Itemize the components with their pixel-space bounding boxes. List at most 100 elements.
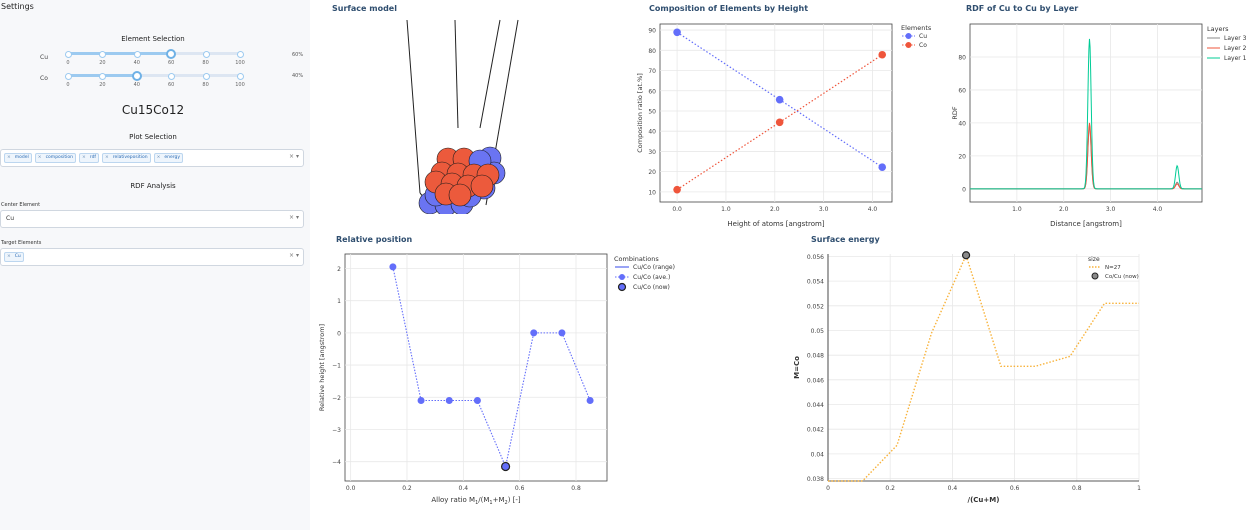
y-tick-label: 40 (958, 120, 966, 127)
y-tick-label: 20 (958, 153, 966, 160)
data-point (673, 185, 681, 194)
cu-slider-label: Cu (40, 54, 48, 61)
selected-tag[interactable]: × composition (34, 153, 77, 163)
slider-fill (68, 52, 172, 55)
x-axis-label-part: +M (493, 496, 505, 504)
chevron-down-icon[interactable]: ▾ (295, 153, 299, 160)
y-tick-label: −1 (332, 363, 341, 370)
legend-title: size (1088, 256, 1100, 263)
surface-model-view[interactable] (400, 18, 530, 214)
slider-handle[interactable] (131, 71, 142, 81)
slider-dot (65, 73, 72, 80)
tag-label: relativeposition (112, 155, 148, 160)
data-point (586, 397, 594, 405)
y-tick-label: 70 (648, 68, 656, 75)
surface-model-title: Surface model (332, 4, 397, 13)
x-axis-label: Alloy ratio M1/(M1+M2) [-] (431, 496, 521, 506)
plot-area (828, 254, 1139, 481)
x-tick-label: 3.0 (1106, 206, 1116, 213)
x-tick-label: 0.4 (459, 485, 469, 492)
chevron-down-icon[interactable]: ▾ (295, 214, 299, 221)
tag-label: energy (164, 155, 181, 160)
plot-multiselect[interactable]: × model × composition × rdf × relativeposition ×… (0, 149, 304, 167)
y-tick-label: 60 (648, 88, 656, 95)
y-tick-label: −2 (332, 395, 341, 402)
x-tick-label: 0.4 (948, 485, 958, 492)
remove-tag-icon[interactable]: × (82, 155, 86, 160)
data-point (878, 50, 887, 59)
data-point (775, 118, 784, 127)
legend-title: Elements (901, 24, 932, 32)
selected-tag[interactable]: × energy (153, 153, 184, 163)
formula-display: Cu15Co12 (121, 103, 185, 117)
x-tick-label: 1.0 (1012, 206, 1022, 213)
y-tick-label: −3 (332, 427, 341, 434)
rdf-title: RDF of Cu to Cu by Layer (966, 4, 1079, 13)
slider-tick-label: 40 (133, 60, 140, 66)
plot-selection-heading: Plot Selection (129, 133, 177, 141)
clear-icon[interactable]: × (289, 252, 295, 259)
x-tick-label: 0.6 (1010, 485, 1020, 492)
x-axis-label-part: 1 (489, 500, 492, 506)
clear-icon[interactable]: × (289, 214, 295, 221)
composition-chart[interactable]: 10 20 30 40 50 60 70 80 90 0.0 1.0 2.0 3.0 4.0 Height … (630, 14, 940, 232)
energy-chart[interactable]: 0.038 0.04 0.042 0.044 0.046 0.048 0.05 0.052 0.… (785, 246, 1252, 511)
data-point (558, 329, 566, 337)
y-tick-label: 0.054 (807, 279, 824, 286)
current-point-marker (500, 461, 511, 472)
relpos-title: Relative position (336, 235, 413, 244)
selected-tag[interactable]: × model (4, 153, 32, 163)
target-elements-multiselect[interactable]: × Cu × ▾ (0, 248, 304, 266)
current-point-marker (961, 251, 971, 260)
target-elements-label: Target Elements (1, 240, 42, 246)
slider-tick-label: 60 (168, 82, 175, 88)
y-tick-label: 10 (648, 189, 656, 196)
remove-tag-icon[interactable]: × (7, 254, 11, 259)
legend-label: Layer 3 (1224, 35, 1247, 42)
remove-tag-icon[interactable]: × (105, 155, 109, 160)
data-point (417, 397, 425, 405)
slider-dot (99, 51, 107, 58)
slider-dot (202, 73, 210, 80)
chevron-down-icon[interactable]: ▾ (295, 252, 299, 259)
slider-dot (133, 51, 141, 58)
slider-handle[interactable] (166, 49, 177, 59)
y-tick-label: 2 (337, 266, 341, 273)
co-slider-label: Co (40, 75, 48, 82)
y-tick-label: 0 (337, 330, 341, 337)
settings-title: Settings (1, 2, 34, 11)
slider-tick-label: 100 (235, 60, 245, 66)
selected-tag[interactable]: × rdf (79, 153, 100, 163)
legend-marker (905, 33, 912, 39)
selected-tag[interactable]: × Cu (4, 252, 24, 262)
rdf-series-line (970, 38, 1202, 190)
rdf-chart[interactable]: 0 20 40 60 80 1.0 2.0 3.0 4.0 Distance [angstrom]… (945, 14, 1252, 232)
selected-tag[interactable]: × relativeposition (102, 153, 151, 163)
co-slider[interactable] (65, 71, 244, 81)
settings-sidebar: Settings Element Selection Cu 60% 0 20 40 6… (0, 0, 310, 530)
cu-slider[interactable] (65, 49, 244, 59)
y-axis-label: Composition ratio [at.%] (636, 73, 644, 153)
y-tick-label: 30 (648, 149, 656, 156)
y-tick-label: 20 (648, 169, 656, 176)
data-point (445, 397, 453, 405)
legend-label: Cu (919, 33, 927, 40)
remove-tag-icon[interactable]: × (156, 155, 161, 160)
x-axis-label: Height of atoms [angstrom] (727, 220, 824, 228)
y-tick-label: 80 (648, 48, 656, 55)
legend-title: Layers (1207, 25, 1229, 33)
legend-title: Combinations (614, 255, 659, 263)
legend-label: Layer 2 (1224, 45, 1247, 52)
y-tick-label: −4 (332, 459, 341, 466)
series-line (828, 253, 1139, 482)
remove-tag-icon[interactable]: × (7, 155, 11, 160)
x-tick-label: 0.2 (402, 485, 412, 492)
x-tick-label: 0.8 (1072, 485, 1082, 492)
slider-tick-label: 0 (66, 82, 70, 88)
data-point (389, 263, 397, 271)
slider-tick-label: 20 (99, 82, 106, 88)
remove-tag-icon[interactable]: × (37, 155, 42, 160)
clear-icon[interactable]: × (289, 153, 295, 160)
center-element-select[interactable]: Cu × ▾ (0, 210, 304, 228)
